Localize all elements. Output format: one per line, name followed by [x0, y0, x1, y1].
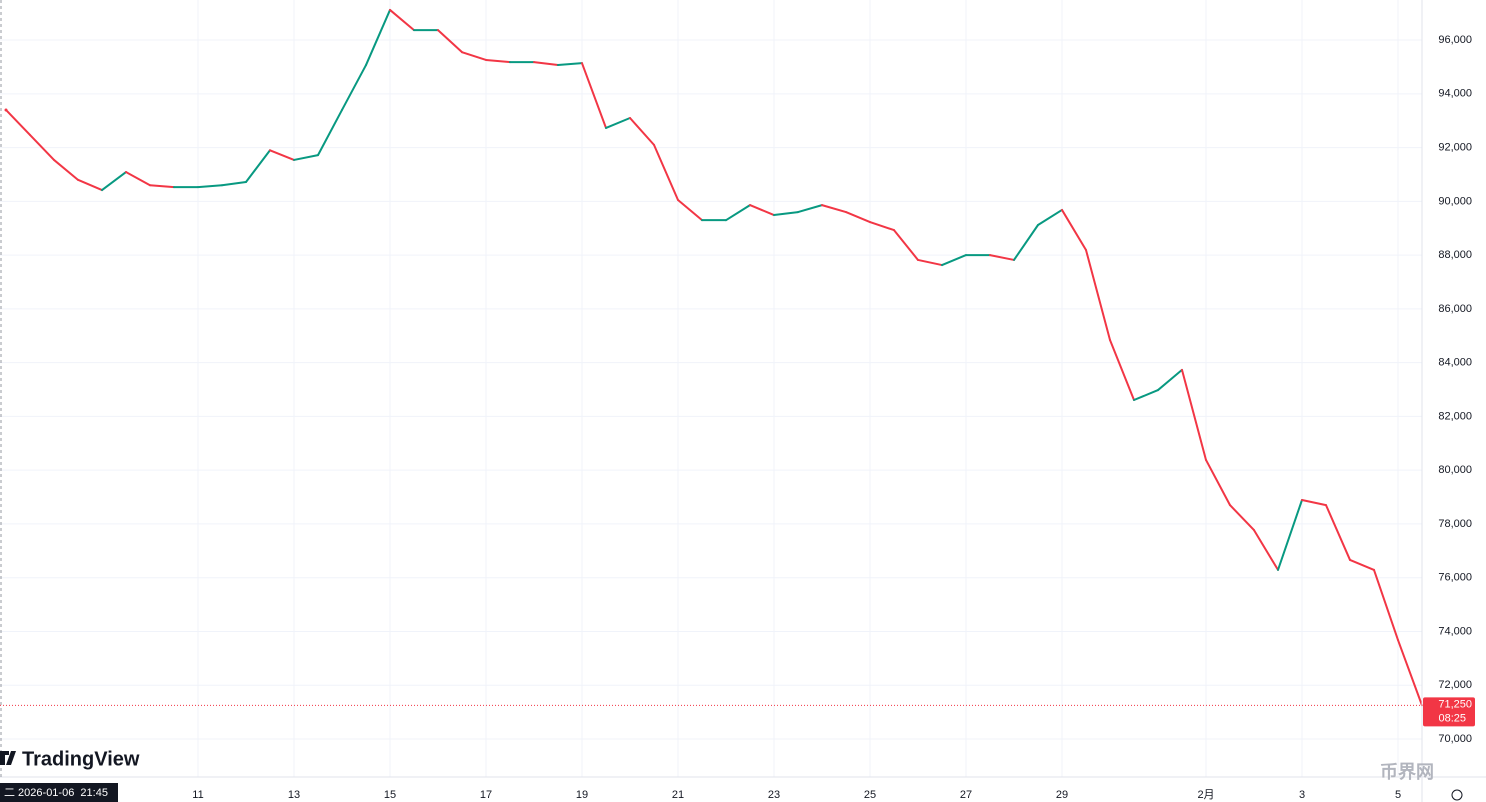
price-segment	[1181, 368, 1207, 461]
y-tick-label: 96,000	[1438, 34, 1472, 46]
last-price-label: 71,250	[1438, 698, 1472, 710]
x-tick-label: 19	[576, 789, 588, 801]
y-tick-label: 72,000	[1438, 679, 1472, 691]
price-segment	[5, 108, 31, 136]
y-tick-label: 76,000	[1438, 572, 1472, 584]
y-tick-label: 80,000	[1438, 464, 1472, 476]
price-segment	[917, 258, 943, 267]
price-segment	[1109, 339, 1135, 401]
settings-icon[interactable]	[1451, 789, 1463, 801]
price-segment	[269, 149, 295, 161]
x-tick-label: 29	[1056, 789, 1068, 801]
x-tick-label: 15	[384, 789, 396, 801]
price-segment	[749, 204, 775, 217]
price-segment	[653, 143, 679, 201]
y-tick-label: 74,000	[1438, 625, 1472, 637]
price-segment	[869, 221, 895, 232]
price-segment	[1301, 499, 1327, 507]
x-tick-label: 5	[1395, 789, 1401, 801]
price-segment	[293, 154, 319, 161]
price-segment	[245, 149, 271, 183]
price-segment	[1253, 529, 1279, 571]
cursor-date-bg	[0, 783, 118, 802]
y-tick-label: 94,000	[1438, 88, 1472, 100]
price-segment	[197, 184, 223, 189]
price-segment	[53, 158, 79, 181]
x-tick-label: 23	[768, 789, 780, 801]
price-segment	[461, 51, 487, 61]
price-segment	[341, 64, 367, 111]
y-tick-label: 90,000	[1438, 195, 1472, 207]
price-segment	[557, 62, 583, 67]
price-segment	[605, 117, 631, 129]
price-segment	[677, 199, 703, 222]
y-tick-label: 78,000	[1438, 518, 1472, 530]
x-tick-label: 25	[864, 789, 876, 801]
price-segment	[77, 178, 103, 192]
price-segment	[989, 254, 1015, 261]
x-tick-label: 2月	[1197, 789, 1214, 801]
countdown: 08:25	[1438, 712, 1466, 724]
last-price-tag	[1423, 697, 1475, 727]
price-segment	[629, 117, 655, 146]
price-segment	[1205, 458, 1231, 507]
logo-icon	[0, 751, 16, 765]
cursor-date: 二 2026-01-06 21:45	[4, 787, 108, 799]
y-tick-label: 84,000	[1438, 357, 1472, 369]
price-segment	[893, 229, 919, 261]
x-tick-label: 17	[480, 789, 492, 801]
price-segment	[821, 204, 847, 214]
price-segment	[1085, 249, 1111, 342]
price-segment	[1229, 504, 1255, 532]
grid	[0, 0, 1422, 777]
price-segment	[845, 211, 871, 224]
price-segment	[533, 61, 559, 67]
price-segment	[389, 8, 415, 32]
watermark: 币界网	[1380, 762, 1434, 782]
price-segment	[1133, 389, 1159, 401]
price-segment	[1277, 499, 1303, 571]
logo: TradingView	[0, 748, 140, 770]
price-segment	[437, 29, 463, 54]
price-segment	[773, 211, 799, 217]
y-tick-label: 88,000	[1438, 249, 1472, 261]
price-segment	[1397, 639, 1423, 707]
price-segment	[365, 8, 391, 67]
price-segment	[485, 58, 511, 64]
brand: TradingView	[22, 748, 140, 770]
price-segment	[941, 254, 967, 267]
y-tick-label: 92,000	[1438, 141, 1472, 153]
x-tick-label: 21	[672, 789, 684, 801]
x-tick-label: 27	[960, 789, 972, 801]
price-segment	[1061, 208, 1087, 251]
price-segment	[725, 204, 751, 222]
price-segment	[1013, 224, 1039, 261]
price-segment	[1349, 558, 1375, 571]
x-tick-label: 3	[1299, 789, 1305, 801]
price-segment	[221, 180, 247, 187]
price-segment	[1037, 208, 1063, 226]
price-segment	[29, 133, 55, 161]
x-tick-label: 13	[288, 789, 300, 801]
y-tick-label: 70,000	[1438, 733, 1472, 745]
price-segment	[797, 204, 823, 214]
price-segment	[1373, 568, 1399, 642]
price-segment	[1157, 368, 1183, 392]
price-segment	[101, 171, 127, 192]
price-segment	[1325, 504, 1351, 561]
x-tick-label: 11	[192, 789, 203, 801]
price-segment	[125, 171, 151, 187]
price-segment	[317, 108, 343, 157]
price-segment	[581, 62, 607, 129]
price-marks	[4, 8, 1423, 707]
y-tick-label: 86,000	[1438, 303, 1472, 315]
price-segment	[149, 184, 175, 189]
y-tick-label: 82,000	[1438, 410, 1472, 422]
